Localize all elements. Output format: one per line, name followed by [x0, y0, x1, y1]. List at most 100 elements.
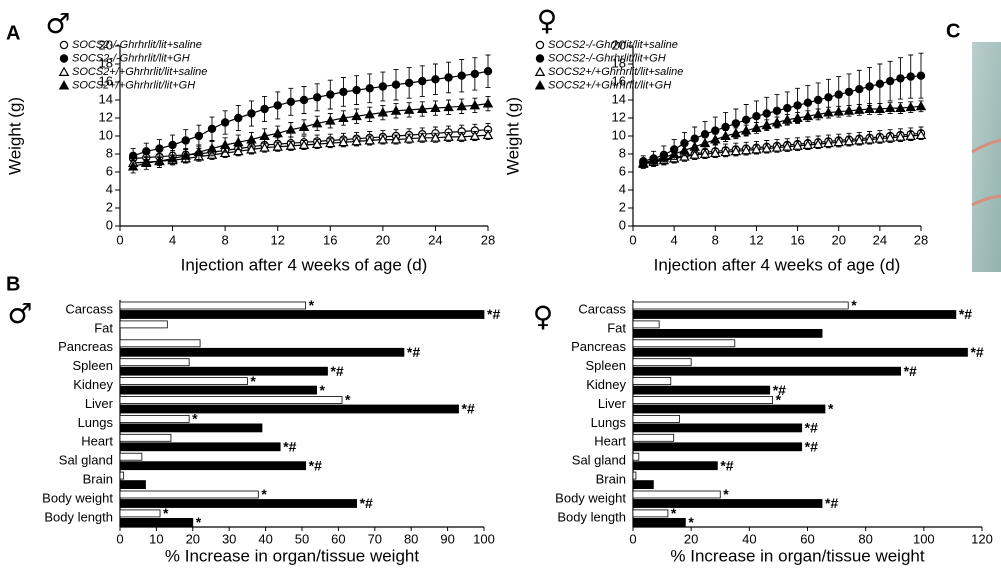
bar-annotation: *# — [805, 439, 818, 455]
data-point — [219, 147, 231, 158]
x-tick-label: 8 — [222, 232, 229, 247]
y-tick-label: 8 — [619, 145, 626, 160]
data-point — [783, 103, 792, 113]
data-point — [638, 157, 649, 167]
bar-annotation: * — [345, 392, 351, 408]
bar-annotation: *# — [309, 457, 322, 473]
y-tick-label: 20 — [99, 37, 113, 52]
data-point — [377, 134, 389, 144]
y-tick-label: 16 — [612, 73, 626, 88]
bar-annotation: * — [688, 514, 694, 530]
data-point — [325, 115, 336, 125]
sex-symbol: ♀ — [533, 300, 554, 333]
data-point — [884, 102, 896, 113]
data-point — [482, 129, 494, 140]
legend-label: SOCS2+/+Ghrhrlit/lit+saline — [548, 66, 683, 78]
data-point — [823, 107, 834, 117]
y-tick-label: 20 — [612, 37, 626, 52]
category-label: Body length — [557, 509, 626, 524]
legend-label: SOCS2-/-Ghrhrlit/lit+GH — [548, 52, 666, 64]
y-tick-label: 8 — [106, 145, 113, 160]
bar-annotation: * — [261, 486, 267, 502]
x-tick-label: 40 — [258, 531, 272, 546]
data-point — [286, 97, 296, 107]
data-point — [720, 130, 731, 140]
bar-annotation: *# — [283, 439, 296, 455]
bar-annotation: * — [828, 401, 834, 417]
data-point — [823, 137, 834, 148]
data-point — [180, 150, 191, 160]
data-point — [470, 69, 480, 79]
data-point — [456, 100, 467, 111]
x-tick-label: 10 — [149, 531, 163, 546]
y-tick-label: 14 — [612, 91, 626, 106]
data-point — [751, 122, 762, 132]
data-point — [710, 147, 721, 158]
x-tick-label: 120 — [971, 531, 993, 546]
bar-annotation: *# — [487, 306, 500, 322]
data-point — [403, 133, 415, 143]
bar-annotation: *# — [970, 344, 983, 360]
category-label: Spleen — [586, 358, 626, 373]
legend-label: SOCS2+/+Ghrhrlit/lit+saline — [72, 66, 207, 78]
data-point — [142, 147, 151, 156]
data-point — [874, 103, 886, 113]
bar-annotation: *# — [462, 401, 475, 417]
series-line — [133, 134, 489, 164]
bar — [119, 310, 485, 319]
bar — [119, 499, 358, 508]
data-point — [812, 138, 824, 149]
data-point — [782, 114, 793, 124]
bar-annotation: * — [320, 382, 326, 398]
x-tick-label: 0 — [629, 531, 636, 546]
bar-annotation: * — [671, 505, 677, 521]
bar — [119, 301, 307, 310]
data-point — [259, 130, 270, 140]
data-point — [141, 157, 152, 167]
bar — [632, 490, 721, 499]
bar — [632, 461, 718, 471]
data-point — [711, 126, 720, 135]
data-point — [793, 101, 802, 110]
data-point — [193, 146, 205, 157]
data-point — [689, 141, 700, 151]
data-point — [260, 104, 269, 114]
data-point — [864, 103, 875, 113]
x-tick-label: 24 — [873, 232, 887, 247]
data-point — [220, 118, 230, 127]
x-tick-label: 4 — [671, 232, 678, 247]
data-point — [843, 135, 855, 146]
y-axis-label: Weight (g) — [5, 97, 24, 175]
data-point — [298, 121, 310, 131]
legend-marker — [59, 54, 69, 63]
bar — [119, 442, 281, 452]
x-tick-label: 40 — [742, 531, 756, 546]
bar-annotation: * — [163, 505, 169, 521]
data-point — [127, 161, 139, 171]
data-point — [679, 151, 690, 161]
data-point — [865, 82, 874, 91]
x-tick-label: 80 — [858, 531, 872, 546]
data-point — [752, 111, 761, 121]
data-point — [233, 145, 244, 156]
data-point — [772, 106, 782, 116]
data-point — [364, 135, 375, 145]
data-point — [792, 112, 803, 122]
bar — [632, 423, 803, 433]
bar — [632, 310, 957, 319]
data-point — [456, 131, 467, 141]
legend-marker — [535, 40, 545, 50]
data-point — [710, 134, 721, 144]
data-point — [298, 139, 310, 149]
data-point — [895, 102, 906, 113]
legend-marker — [59, 40, 69, 50]
data-point — [444, 73, 453, 82]
bar — [119, 396, 343, 404]
data-point — [364, 108, 375, 119]
data-point — [246, 144, 257, 154]
data-point — [844, 87, 854, 97]
data-point — [443, 101, 454, 112]
bar — [119, 452, 143, 461]
bar — [632, 396, 774, 404]
data-point — [905, 101, 916, 112]
